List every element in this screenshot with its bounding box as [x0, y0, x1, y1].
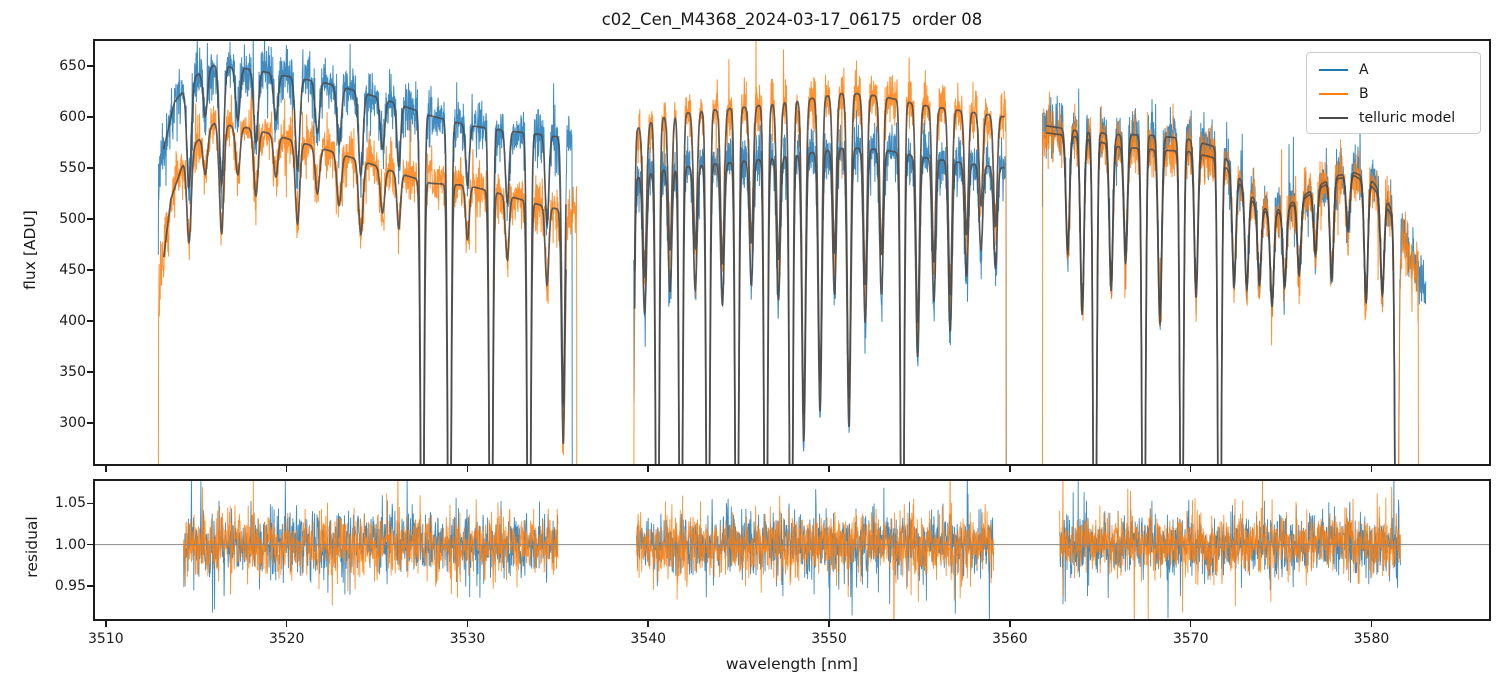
legend-line-swatch	[1319, 117, 1348, 119]
x-tick-label: 3510	[88, 631, 124, 647]
flux-tick-mark	[87, 65, 93, 67]
x-tick-mark-residual	[466, 621, 469, 627]
x-tick-label: 3580	[1353, 631, 1390, 647]
spectrum-A-segment-2	[633, 109, 1007, 464]
flux-tick-mark	[87, 269, 93, 271]
flux-tick-label: 550	[59, 160, 86, 177]
flux-tick-mark	[87, 422, 93, 425]
telluric-model-B-segment-2	[633, 92, 1005, 464]
x-axis-label: wavelength [nm]	[725, 655, 859, 673]
x-tick-mark-flux	[1189, 466, 1192, 472]
residual-tick-mark	[87, 502, 93, 505]
flux-plot-area	[157, 41, 1427, 464]
x-tick-mark-flux	[647, 466, 650, 472]
flux-tick-label: 450	[59, 262, 86, 279]
flux-tick-label: 650	[59, 58, 86, 74]
flux-tick-mark	[87, 116, 93, 118]
legend-label: telluric model	[1359, 110, 1456, 126]
x-tick-label: 3550	[811, 631, 847, 647]
residual-tick-label: 1.00	[54, 536, 86, 553]
legend-line-swatch	[1319, 93, 1348, 95]
x-tick-mark-residual	[285, 621, 288, 627]
x-tick-mark-residual	[105, 621, 107, 627]
x-tick-mark-flux	[105, 466, 107, 472]
residual-tick-label: 0.95	[54, 577, 86, 594]
residual-B-segment-1	[183, 481, 559, 606]
x-tick-mark-residual	[828, 621, 830, 627]
flux-tick-label: 500	[59, 211, 86, 228]
residual-panel	[93, 479, 1491, 621]
flux-tick-mark	[87, 320, 93, 322]
x-tick-mark-flux	[828, 466, 830, 472]
x-tick-label: 3540	[630, 631, 667, 647]
telluric-model-A-segment-2	[633, 147, 1005, 464]
flux-panel	[93, 39, 1491, 466]
x-tick-mark-flux	[285, 466, 288, 472]
flux-tick-mark	[87, 167, 93, 169]
telluric-model-B-segment-1	[162, 122, 567, 464]
x-tick-label: 3560	[992, 631, 1028, 647]
flux-tick-mark	[87, 371, 93, 373]
flux-tick-mark	[87, 218, 93, 220]
x-tick-mark-flux	[1370, 466, 1373, 472]
legend-label: B	[1359, 86, 1369, 102]
flux-tick-label: 600	[59, 109, 86, 126]
telluric-model-B-segment-3	[1045, 131, 1396, 464]
residual-B-segment-3	[1059, 481, 1401, 619]
residual-tick-mark	[87, 585, 93, 587]
x-tick-label: 3570	[1172, 631, 1209, 647]
spectrum-B-segment-1	[157, 84, 578, 464]
x-tick-label: 3530	[449, 631, 486, 647]
legend-line-swatch	[1319, 69, 1348, 71]
legend-entry-b: B	[1319, 82, 1480, 106]
flux-tick-label: 400	[59, 313, 86, 330]
flux-tick-label: 350	[59, 364, 86, 381]
x-tick-label: 3520	[268, 631, 305, 647]
residual-tick-mark	[87, 543, 93, 546]
residual-plot-area	[95, 481, 1489, 619]
x-tick-mark-residual	[1370, 621, 1373, 627]
legend-entry-a: A	[1319, 58, 1480, 82]
chart-title: c02_Cen_M4368_2024-03-17_06175 order 08	[601, 10, 983, 29]
x-tick-mark-residual	[1009, 621, 1011, 627]
x-tick-mark-residual	[647, 621, 650, 627]
legend-entry-telluric-model: telluric model	[1319, 106, 1480, 130]
x-tick-mark-flux	[1009, 466, 1011, 472]
x-tick-mark-flux	[466, 466, 469, 472]
telluric-model-A-segment-1	[162, 64, 567, 464]
flux-tick-label: 300	[59, 415, 86, 432]
residual-tick-label: 1.05	[54, 495, 86, 512]
x-tick-mark-residual	[1189, 621, 1192, 627]
legend-label: A	[1359, 62, 1369, 78]
